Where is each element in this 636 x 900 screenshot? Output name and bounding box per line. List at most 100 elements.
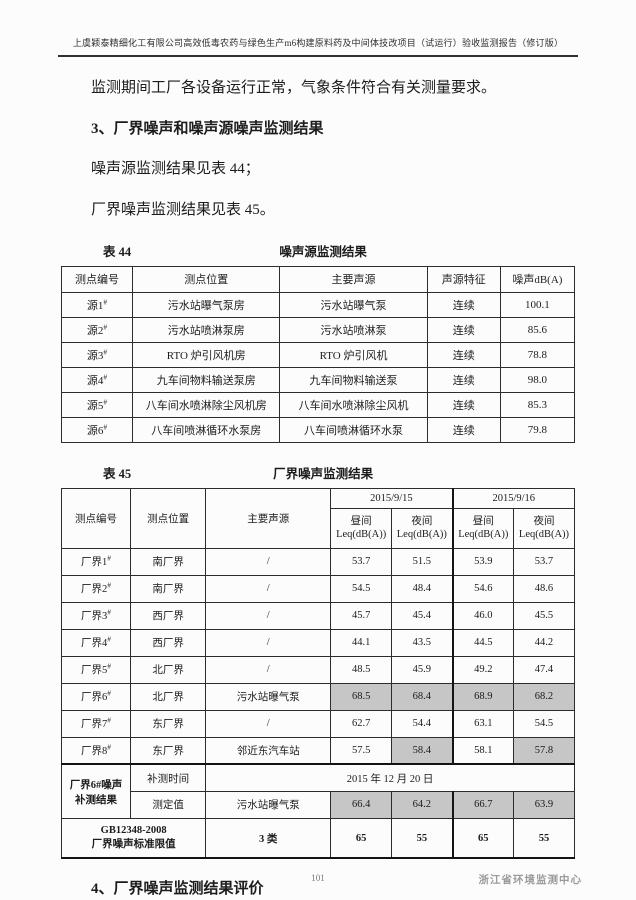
table-row: 厂界3# 西厂界 / 45.7 45.4 46.0 45.5 — [60, 601, 576, 630]
t45-cell-value: 63.9 — [512, 790, 576, 819]
t45-cell-location: 北厂界 — [130, 682, 207, 711]
t45-supplement-value-row: 测定值 污水站曝气泵 66.4 64.2 66.7 63.9 — [62, 790, 576, 819]
table45-caption: 表 45 厂界噪声监测结果 — [61, 463, 575, 482]
table44-label: 表 44 — [103, 244, 132, 259]
t45-cell-source: / — [205, 574, 332, 603]
t44-cell-source: 九车间物料输送泵 — [279, 366, 428, 393]
t44-header-character: 声源特征 — [426, 265, 501, 293]
t45-header-location: 测点位置 — [130, 487, 207, 549]
t44-header-source: 主要声源 — [279, 265, 428, 293]
t44-cell-location: 污水站喷淋泵房 — [132, 316, 281, 343]
t44-cell-id: 源1# — [60, 291, 134, 318]
section3-heading: 3、厂界噪声和噪声源噪声监测结果 — [91, 120, 324, 137]
t44-header-id: 测点编号 — [60, 265, 134, 293]
t45-cell-source: 邻近东汽车站 — [205, 736, 332, 765]
t45-cell-value: 51.5 — [391, 547, 454, 576]
t45-cell-value: 47.4 — [512, 655, 576, 684]
t45-cell-value: 45.4 — [391, 601, 454, 630]
table-row: 源1# 污水站曝气泵房 污水站曝气泵 连续 100.1 — [60, 291, 576, 318]
t45-cell-value: 43.5 — [391, 628, 454, 657]
t45-standard-class: 3 类 — [205, 817, 332, 859]
t45-supplement-time-label: 补测时间 — [130, 763, 207, 792]
t44-cell-value: 98.0 — [499, 366, 576, 393]
t45-cell-value: 68.2 — [512, 682, 576, 711]
t45-cell-value: 53.7 — [330, 547, 393, 576]
t45-supplement-label: 厂界6#噪声 补测结果 — [60, 763, 132, 819]
t45-supplement-value-label: 测定值 — [130, 790, 207, 819]
t45-header-day2: 昼间 Leq(dB(A)) — [451, 507, 514, 549]
t45-cell-value: 45.5 — [512, 601, 576, 630]
t44-cell-id: 源6# — [60, 416, 134, 443]
t45-cell-value: 68.9 — [451, 682, 514, 711]
t45-cell-source: / — [205, 628, 332, 657]
t44-cell-id: 源4# — [60, 366, 134, 393]
t45-header-row-periods: 昼间 Leq(dB(A)) 夜间 Leq(dB(A)) 昼间 Leq(dB(A)) 夜… — [62, 507, 576, 549]
table-row: 源4# 九车间物料输送泵房 九车间物料输送泵 连续 98.0 — [60, 366, 576, 393]
t45-cell-value: 46.0 — [451, 601, 514, 630]
t44-cell-location: 八车间水喷淋除尘风机房 — [132, 391, 281, 418]
t45-cell-id: 厂界3# — [60, 601, 132, 630]
page-number: 101 — [311, 873, 325, 883]
t44-cell-value: 85.3 — [499, 391, 576, 418]
t45-cell-id: 厂界2# — [60, 574, 132, 603]
t44-cell-source: RTO 炉引风机 — [279, 341, 428, 368]
t44-header-row: 测点编号 测点位置 主要声源 声源特征 噪声dB(A) — [60, 265, 576, 293]
t45-cell-source: 污水站曝气泵 — [205, 682, 332, 711]
t45-cell-value: 58.1 — [451, 736, 514, 765]
t45-supplement-time-row: 厂界6#噪声 补测结果 补测时间 2015 年 12 月 20 日 — [60, 763, 575, 819]
t45-cell-value: 62.7 — [330, 709, 393, 738]
t44-cell-value: 85.6 — [499, 316, 576, 343]
t44-cell-source: 八车间水喷淋除尘风机 — [279, 391, 428, 418]
t45-cell-id: 厂界1# — [60, 547, 132, 576]
t44-cell-value: 78.8 — [499, 341, 576, 368]
table-row: 厂界4# 西厂界 / 44.1 43.5 44.5 44.2 — [60, 628, 576, 657]
t44-header-location: 测点位置 — [132, 265, 281, 293]
t44-cell-character: 连续 — [426, 366, 501, 393]
t45-cell-location: 北厂界 — [130, 655, 207, 684]
t44-cell-id: 源2# — [60, 316, 134, 343]
t45-cell-value: 57.5 — [330, 736, 393, 765]
table45-title: 厂界噪声监测结果 — [273, 466, 374, 481]
t44-cell-id: 源3# — [60, 341, 134, 368]
t45-standard-row: GB12348-2008 厂界噪声标准限值 3 类 65 55 65 55 — [60, 817, 576, 859]
t45-standard-value: 65 — [330, 817, 393, 859]
t44-cell-location: 污水站曝气泵房 — [132, 291, 281, 318]
footer-agency-name: 浙江省环境监测中心 — [478, 875, 582, 886]
t44-cell-location: RTO 炉引风机房 — [132, 341, 281, 368]
t45-standard-label: GB12348-2008 厂界噪声标准限值 — [60, 817, 207, 859]
t44-cell-id: 源5# — [60, 391, 134, 418]
t45-cell-value: 45.9 — [391, 655, 454, 684]
t45-standard-value: 65 — [451, 817, 514, 859]
t45-cell-source: / — [205, 601, 332, 630]
noise-source-table: 测点编号 测点位置 主要声源 声源特征 噪声dB(A) 源1# 污水站曝气泵房 … — [60, 265, 576, 443]
page-content: 监测期间工厂各设备运行正常，气象条件符合有关测量要求。 3、厂界噪声和噪声源噪声… — [60, 79, 576, 900]
table45-reference-line: 厂界噪声监测结果见表 45。 — [91, 202, 275, 219]
t45-cell-value: 44.1 — [330, 628, 393, 657]
t44-cell-character: 连续 — [426, 291, 501, 318]
t45-cell-value: 54.6 — [451, 574, 514, 603]
t45-cell-id: 厂界6# — [60, 682, 132, 711]
t45-cell-value: 54.5 — [512, 709, 576, 738]
t45-cell-value: 63.1 — [451, 709, 514, 738]
t45-cell-value: 48.6 — [512, 574, 576, 603]
table45-label: 表 45 — [103, 466, 132, 481]
table44-caption: 表 44 噪声源监测结果 — [61, 241, 575, 260]
t45-cell-value: 66.4 — [330, 790, 393, 819]
t45-header-row-dates: 测点编号 测点位置 主要声源 2015/9/15 2015/9/16 — [60, 487, 575, 549]
boundary-noise-table: 测点编号 测点位置 主要声源 2015/9/15 2015/9/16 昼间 Leq… — [60, 487, 576, 860]
t45-cell-value: 58.4 — [391, 736, 454, 765]
t45-cell-location: 南厂界 — [130, 547, 207, 576]
t45-standard-value: 55 — [512, 817, 576, 859]
table-row: 厂界7# 东厂界 / 62.7 54.4 63.1 54.5 — [60, 709, 576, 738]
t44-cell-character: 连续 — [426, 391, 501, 418]
table-row: 源3# RTO 炉引风机房 RTO 炉引风机 连续 78.8 — [60, 341, 576, 368]
t45-cell-value: 54.4 — [391, 709, 454, 738]
t45-cell-value: 44.5 — [451, 628, 514, 657]
t45-cell-value: 49.2 — [451, 655, 514, 684]
t44-cell-character: 连续 — [426, 416, 501, 443]
t45-cell-value: 53.7 — [512, 547, 576, 576]
t45-cell-location: 东厂界 — [130, 736, 207, 765]
section4-heading: 4、厂界噪声监测结果评价 — [91, 881, 264, 898]
table-row: 源2# 污水站喷淋泵房 污水站喷淋泵 连续 85.6 — [60, 316, 576, 343]
